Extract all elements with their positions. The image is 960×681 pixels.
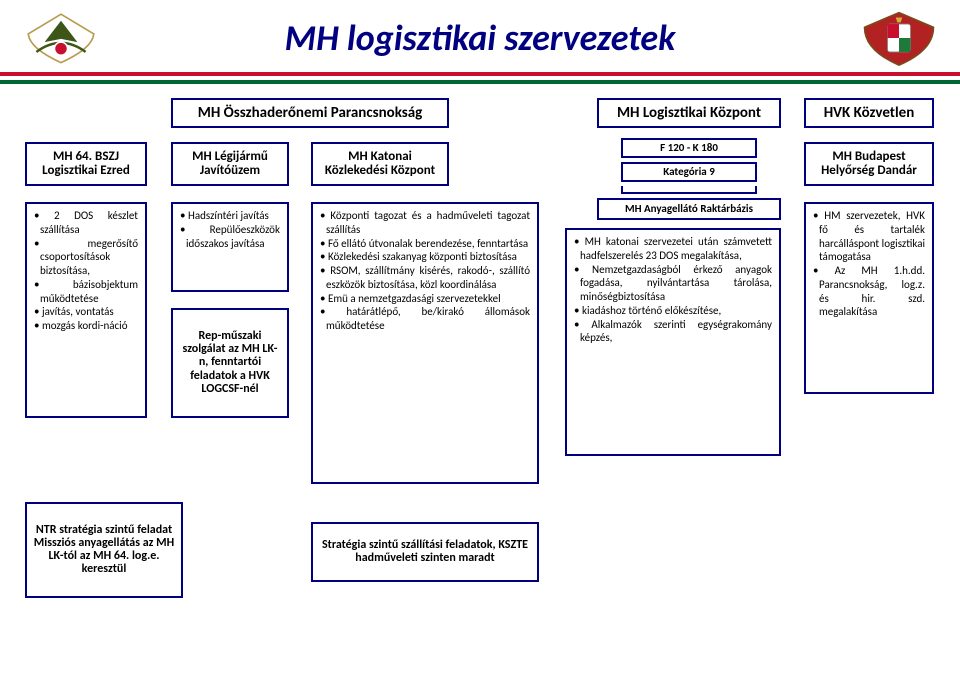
page-title: MH logisztikai szervezetek bbox=[102, 16, 858, 60]
box-kategoria: Kategória 9 bbox=[621, 162, 757, 182]
flag-stripes bbox=[0, 72, 960, 86]
bullet-item: • megerősítő csoportosítások biztosítása… bbox=[40, 237, 138, 278]
detail-col-2a: • Hadszíntéri javítás• Repülőeszközök id… bbox=[171, 202, 289, 292]
box-legijarmu: MH Légijármű Javítóüzem bbox=[171, 142, 289, 186]
bullet-item: • MH katonai szervezetei után számvetett… bbox=[580, 235, 772, 263]
bullet-item: • HM szervezetek, HVK fő és tartalék har… bbox=[819, 209, 925, 264]
box-dandar: MH Budapest Helyőrség Dandár bbox=[804, 142, 934, 186]
bullet-item: • határátlépő, be/kirakó állomások működ… bbox=[326, 305, 530, 333]
box-strategia: Stratégia szintű szállítási feladatok, K… bbox=[311, 522, 539, 582]
emblem-right bbox=[858, 8, 940, 68]
bullet-item: • javítás, vontatás bbox=[40, 305, 138, 319]
bullet-item: • Repülőeszközök időszakos javítása bbox=[186, 223, 280, 251]
detail-col-4: • MH katonai szervezetei után számvetett… bbox=[565, 228, 781, 456]
detail-col-3: • Központi tagozat és a hadműveleti tago… bbox=[311, 202, 539, 484]
bullet-item: • 2 DOS készlet szállítása bbox=[40, 209, 138, 237]
box-empty-mid bbox=[621, 186, 757, 194]
emblem-left bbox=[20, 8, 102, 68]
bullet-item: • Az MH 1.h.dd. Parancsnokság, log.z. és… bbox=[819, 264, 925, 319]
slide-header: MH logisztikai szervezetek bbox=[0, 0, 960, 72]
bullet-item: • Fő ellátó útvonalak berendezése, fennt… bbox=[326, 237, 530, 251]
detail-col-1: • 2 DOS készlet szállítása• megerősítő c… bbox=[25, 202, 147, 418]
bullet-item: • bázisobjektum működtetése bbox=[40, 278, 138, 306]
bullet-item: • Nemzetgazdaságból érkező anyagok fogad… bbox=[580, 263, 772, 304]
box-osszhaderonemi: MH Összhaderőnemi Parancsnokság bbox=[171, 98, 449, 128]
box-ezred: MH 64. BSZJ Logisztikai Ezred bbox=[25, 142, 147, 186]
box-f120: F 120 - K 180 bbox=[621, 138, 757, 158]
box-hvk: HVK Közvetlen bbox=[804, 98, 934, 128]
bullet-item: • Központi tagozat és a hadműveleti tago… bbox=[326, 209, 530, 237]
box-anyagellato: MH Anyagellátó Raktárbázis bbox=[597, 198, 781, 220]
bullet-item: • Közlekedési szakanyag központi biztosí… bbox=[326, 250, 530, 264]
box-ntr: NTR stratégia szintű feladat Missziós an… bbox=[25, 502, 183, 598]
detail-col-5: • HM szervezetek, HVK fő és tartalék har… bbox=[804, 202, 934, 394]
diagram-canvas: MH Összhaderőnemi Parancsnokság MH Logis… bbox=[0, 86, 960, 681]
bullet-item: • Alkalmazók szerinti egységrakomány kép… bbox=[580, 318, 772, 346]
detail-col-2b: Rep-műszaki szolgálat az MH LK-n, fennta… bbox=[171, 308, 289, 418]
bullet-item: • mozgás kordi-náció bbox=[40, 319, 138, 333]
box-logkozpont: MH Logisztikai Központ bbox=[597, 98, 781, 128]
bullet-item: • RSOM, szállítmány kisérés, rakodó-, sz… bbox=[326, 264, 530, 292]
bullet-item: • kiadáshoz történő előkészítése, bbox=[580, 304, 772, 318]
bullet-item: • Hadszíntéri javítás bbox=[186, 209, 280, 223]
box-katonai: MH Katonai Közlekedési Központ bbox=[311, 142, 449, 186]
bullet-item: • Emü a nemzetgazdasági szervezetekkel bbox=[326, 292, 530, 306]
